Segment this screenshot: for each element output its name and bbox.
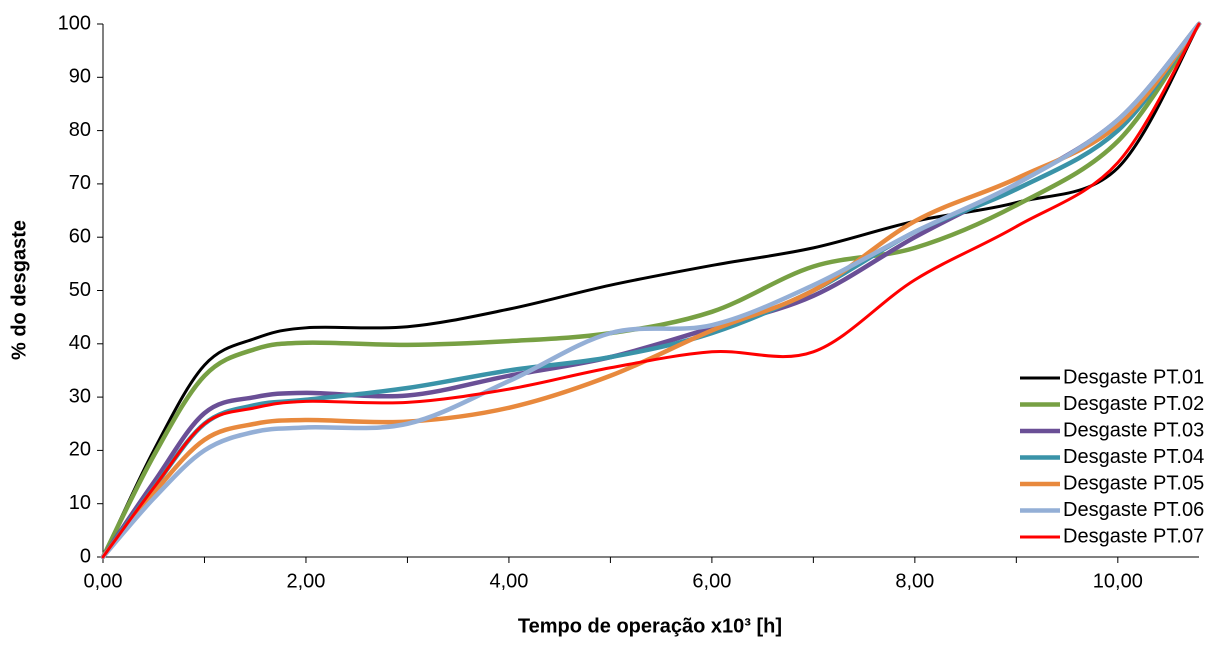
x-tick-label: 4,00 <box>489 570 528 592</box>
y-tick-label: 50 <box>69 279 91 301</box>
x-tick-label: 0,00 <box>84 570 123 592</box>
y-tick-label: 70 <box>69 172 91 194</box>
x-tick-label: 2,00 <box>286 570 325 592</box>
y-tick-label: 40 <box>69 332 91 354</box>
y-tick-label: 0 <box>80 545 91 567</box>
y-tick-label: 30 <box>69 385 91 407</box>
y-tick-label: 10 <box>69 492 91 514</box>
legend-label: Desgaste PT.05 <box>1063 472 1204 494</box>
x-tick-label: 8,00 <box>895 570 934 592</box>
legend-label: Desgaste PT.06 <box>1063 499 1204 521</box>
legend-label: Desgaste PT.01 <box>1063 366 1204 388</box>
series-line <box>101 22 1201 559</box>
legend-label: Desgaste PT.07 <box>1063 525 1204 547</box>
series-line <box>100 21 1202 560</box>
x-tick-label: 10,00 <box>1093 570 1143 592</box>
legend-label: Desgaste PT.02 <box>1063 393 1204 415</box>
legend-label: Desgaste PT.03 <box>1063 419 1204 441</box>
y-tick-label: 90 <box>69 66 91 88</box>
x-tick-label: 6,00 <box>692 570 731 592</box>
series-line <box>100 21 1202 560</box>
series-line <box>100 21 1202 560</box>
series-line <box>101 22 1201 559</box>
y-tick-label: 80 <box>69 119 91 141</box>
series-line <box>100 21 1202 560</box>
series-line <box>100 21 1202 560</box>
y-tick-label: 60 <box>69 225 91 247</box>
x-axis-title: Tempo de operação x10³ [h] <box>518 615 782 637</box>
y-tick-label: 20 <box>69 439 91 461</box>
legend-label: Desgaste PT.04 <box>1063 446 1204 468</box>
y-axis-title: % do desgaste <box>8 220 30 360</box>
y-tick-label: 100 <box>58 12 91 34</box>
